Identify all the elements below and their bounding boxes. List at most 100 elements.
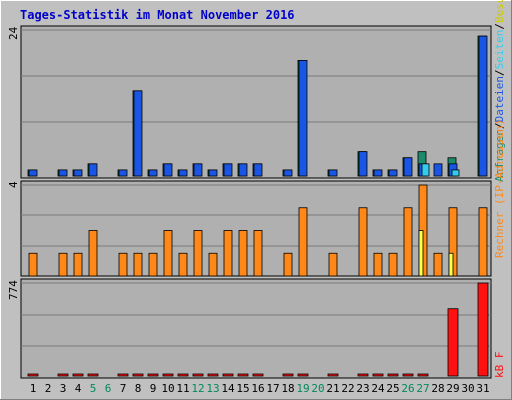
legend-sep-2: / bbox=[493, 69, 506, 76]
bar-rechner-day-18 bbox=[283, 252, 293, 277]
bar-rechner-day-10 bbox=[163, 230, 173, 277]
x-tick-label: 16 bbox=[251, 382, 264, 395]
panel-mid-ymax-label: 4 bbox=[7, 181, 20, 188]
bar-kbf-day-9 bbox=[147, 373, 159, 377]
bar-seiten-day-18 bbox=[283, 169, 293, 177]
x-tick-label: 21 bbox=[326, 382, 339, 395]
bar-rechner-day-5 bbox=[88, 230, 98, 277]
bar-seiten-day-24 bbox=[373, 169, 383, 177]
x-tick-label: 29 bbox=[446, 382, 459, 395]
panel-mid-bars bbox=[28, 184, 488, 277]
panel-top-right-label: Anfragen/Dateien/Seiten/Besuche bbox=[493, 0, 506, 182]
x-tick-label: 7 bbox=[120, 382, 127, 395]
x-axis-tick-labels: 1 2 3 4 5 6 7 8 9 10 11 12 13 14 15 16 17 18 19 20 21 22 23 24 2… bbox=[30, 382, 490, 395]
bar-kbf-day-16 bbox=[252, 373, 264, 377]
bar-kbf-day-15 bbox=[237, 373, 249, 377]
x-tick-label: 23 bbox=[356, 382, 369, 395]
x-tick-label: 9 bbox=[150, 382, 157, 395]
x-tick-label: 4 bbox=[75, 382, 82, 395]
bar-rechner-day-26 bbox=[403, 207, 413, 277]
bar-seiten-day-8 bbox=[133, 90, 143, 177]
x-tick-label: 17 bbox=[266, 382, 279, 395]
chart-title: Tages-Statistik im Monat November 2016 bbox=[20, 8, 295, 22]
bar-seiten-day-12 bbox=[193, 163, 203, 177]
bar-rechner-day-23 bbox=[358, 207, 368, 277]
x-tick-label: 6 bbox=[105, 382, 112, 395]
bar-rechner-day-11 bbox=[178, 252, 188, 277]
bar-rechner-day-31 bbox=[478, 207, 488, 277]
bar-seiten-day-19 bbox=[298, 60, 308, 177]
panel-top: 24 Anfragen/Dateien/Seiten/Besuche bbox=[7, 0, 506, 182]
x-tick-label: 24 bbox=[371, 382, 385, 395]
bar-seiten-day-5 bbox=[88, 163, 98, 177]
x-tick-label: 12 bbox=[191, 382, 204, 395]
bar-kbf-day-10 bbox=[162, 373, 174, 377]
x-tick-label: 31 bbox=[476, 382, 489, 395]
bar-kbf-day-25 bbox=[387, 373, 399, 377]
bar-rechner-day-7 bbox=[118, 252, 128, 277]
x-tick-label: 13 bbox=[206, 382, 219, 395]
panel-top-bars bbox=[27, 35, 488, 177]
legend-close: ) bbox=[493, 119, 506, 126]
x-tick-label: 26 bbox=[401, 382, 414, 395]
bar-rechner-day-19 bbox=[298, 207, 308, 277]
bar-rechner-day-8 bbox=[133, 252, 143, 277]
bar-seiten-day-10 bbox=[163, 163, 173, 177]
legend-seiten: Seiten bbox=[493, 30, 506, 70]
bar-kbf-day-27 bbox=[417, 373, 429, 377]
bar-seiten-day-31 bbox=[478, 35, 488, 177]
panel-top-ymax-label: 24 bbox=[7, 26, 20, 40]
x-tick-label: 20 bbox=[311, 382, 324, 395]
panel-mid: 4 Rechner (IP-Adressen) bbox=[7, 119, 506, 277]
legend-besuche: Besuche bbox=[493, 0, 506, 23]
bar-rechner-day-1 bbox=[28, 252, 38, 277]
panel-bottom-ymax-label: 774 bbox=[7, 280, 20, 300]
bar-rechner-day-25 bbox=[388, 252, 398, 277]
legend-rechner: Rechner bbox=[493, 211, 506, 258]
panel-bottom-bars bbox=[27, 282, 489, 377]
x-tick-label: 5 bbox=[90, 382, 97, 395]
bar-kbf-day-3 bbox=[57, 373, 69, 377]
bar-seiten-day-3 bbox=[58, 169, 68, 177]
bar-dateien-day-27 bbox=[421, 163, 430, 177]
bar-seiten-day-15 bbox=[238, 163, 248, 177]
bar-seiten-day-9 bbox=[148, 169, 158, 177]
bar-kbf-day-13 bbox=[207, 373, 219, 377]
bar-seiten-day-21 bbox=[328, 169, 338, 177]
bar-rechner-day-9 bbox=[148, 252, 158, 277]
bar-seiten-day-13 bbox=[208, 169, 218, 177]
bar-seiten-day-14 bbox=[223, 163, 233, 177]
bar-seiten-day-23 bbox=[358, 151, 368, 177]
bar-kbf-day-29 bbox=[447, 308, 459, 377]
bar-kbf-day-1 bbox=[27, 373, 39, 377]
x-tick-label: 30 bbox=[461, 382, 474, 395]
bar-kbf-day-11 bbox=[177, 373, 189, 377]
bar-rechner-day-4 bbox=[73, 252, 83, 277]
legend-sep-1: / bbox=[493, 122, 506, 129]
bar-besuche-day-29 bbox=[448, 252, 454, 277]
bar-rechner-day-14 bbox=[223, 230, 233, 277]
bar-seiten-day-28 bbox=[433, 163, 443, 177]
x-tick-label: 1 bbox=[30, 382, 37, 395]
panel-mid-right-label: Rechner (IP-Adressen) bbox=[493, 119, 506, 258]
bar-kbf-day-26 bbox=[402, 373, 414, 377]
x-tick-label: 19 bbox=[296, 382, 309, 395]
bar-rechner-day-28 bbox=[433, 252, 443, 277]
bar-rechner-day-13 bbox=[208, 252, 218, 277]
bar-kbf-day-5 bbox=[87, 373, 99, 377]
x-tick-label: 8 bbox=[135, 382, 142, 395]
bar-kbf-day-23 bbox=[357, 373, 369, 377]
x-tick-label: 28 bbox=[431, 382, 444, 395]
panel-top-grid bbox=[21, 29, 491, 123]
panel-bottom-grid bbox=[21, 282, 491, 347]
bar-rechner-day-16 bbox=[253, 230, 263, 277]
x-tick-label: 11 bbox=[176, 382, 189, 395]
bar-kbf-day-14 bbox=[222, 373, 234, 377]
bar-kbf-day-31 bbox=[477, 282, 489, 377]
bar-dateien-day-29 bbox=[451, 169, 460, 177]
x-tick-label: 22 bbox=[341, 382, 354, 395]
panel-bottom: 774 kB F bbox=[7, 278, 506, 379]
bar-seiten-day-11 bbox=[178, 169, 188, 177]
panel-top-plot bbox=[20, 25, 492, 179]
